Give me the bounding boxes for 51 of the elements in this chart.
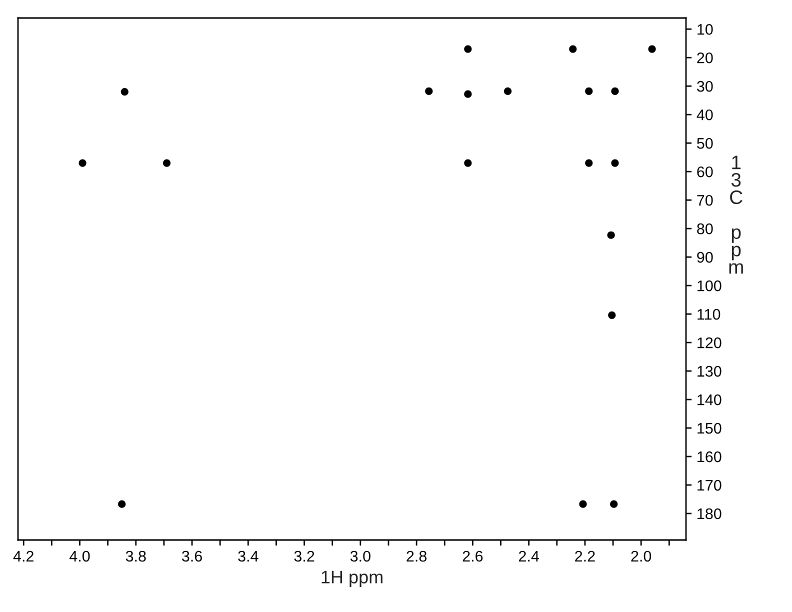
x-tick-label: 2.2: [575, 550, 595, 562]
y-tick-label: 160: [698, 451, 722, 462]
point: [585, 87, 593, 96]
y-tick-label: 140: [698, 394, 722, 406]
x-tick-label: 3.6: [182, 550, 202, 562]
point: [78, 159, 86, 167]
point: [464, 45, 472, 53]
point: [611, 87, 619, 96]
y-tick-label: 90: [697, 252, 713, 263]
y-tick-label: 50: [697, 138, 713, 149]
point: [504, 87, 512, 96]
point: [464, 90, 472, 98]
x-tick-label: 4.2: [13, 550, 34, 562]
point: [610, 500, 618, 508]
x-tick-label: 4.0: [69, 550, 90, 562]
text: 13C ppm: [729, 156, 743, 274]
point: [120, 88, 128, 96]
point: [579, 500, 587, 508]
y-tick-label: 30: [697, 80, 713, 92]
x-tick-label: 3.0: [350, 550, 370, 562]
point: [608, 311, 616, 319]
x-tick-label: 3.2: [294, 550, 314, 562]
y-tick-label: 80: [697, 223, 713, 234]
y-tick-label: 20: [697, 52, 713, 64]
x-tick-label: 3.4: [238, 550, 258, 562]
x-tick-label: 3.8: [126, 550, 146, 562]
y-tick-label: 10: [698, 24, 713, 35]
x-axis-title: 1H ppm: [322, 570, 382, 588]
y-tick-label: 70: [697, 194, 713, 206]
y-tick-label: 150: [698, 422, 722, 434]
y-tick-label: 100: [698, 280, 722, 292]
point: [425, 87, 433, 96]
y-tick-label: 170: [698, 480, 722, 491]
y-tick-label: 60: [697, 166, 713, 178]
point: [118, 500, 126, 508]
point: [611, 159, 619, 167]
point: [648, 45, 656, 53]
y-tick-label: 180: [698, 508, 722, 520]
x-tick-label: 2.0: [631, 550, 652, 562]
point: [607, 231, 615, 239]
x-tick-label: 2.6: [462, 550, 483, 562]
x-tick-label: 2.4: [518, 550, 539, 562]
y-tick-label: 40: [696, 109, 713, 120]
point: [585, 159, 593, 167]
y-tick-label: 120: [698, 337, 722, 348]
point: [464, 159, 472, 167]
y-tick-label: 130: [698, 366, 722, 377]
point: [162, 159, 171, 167]
y-tick-label: 110: [698, 308, 720, 320]
point: [569, 45, 577, 53]
x-tick-label: 2.8: [406, 550, 427, 562]
